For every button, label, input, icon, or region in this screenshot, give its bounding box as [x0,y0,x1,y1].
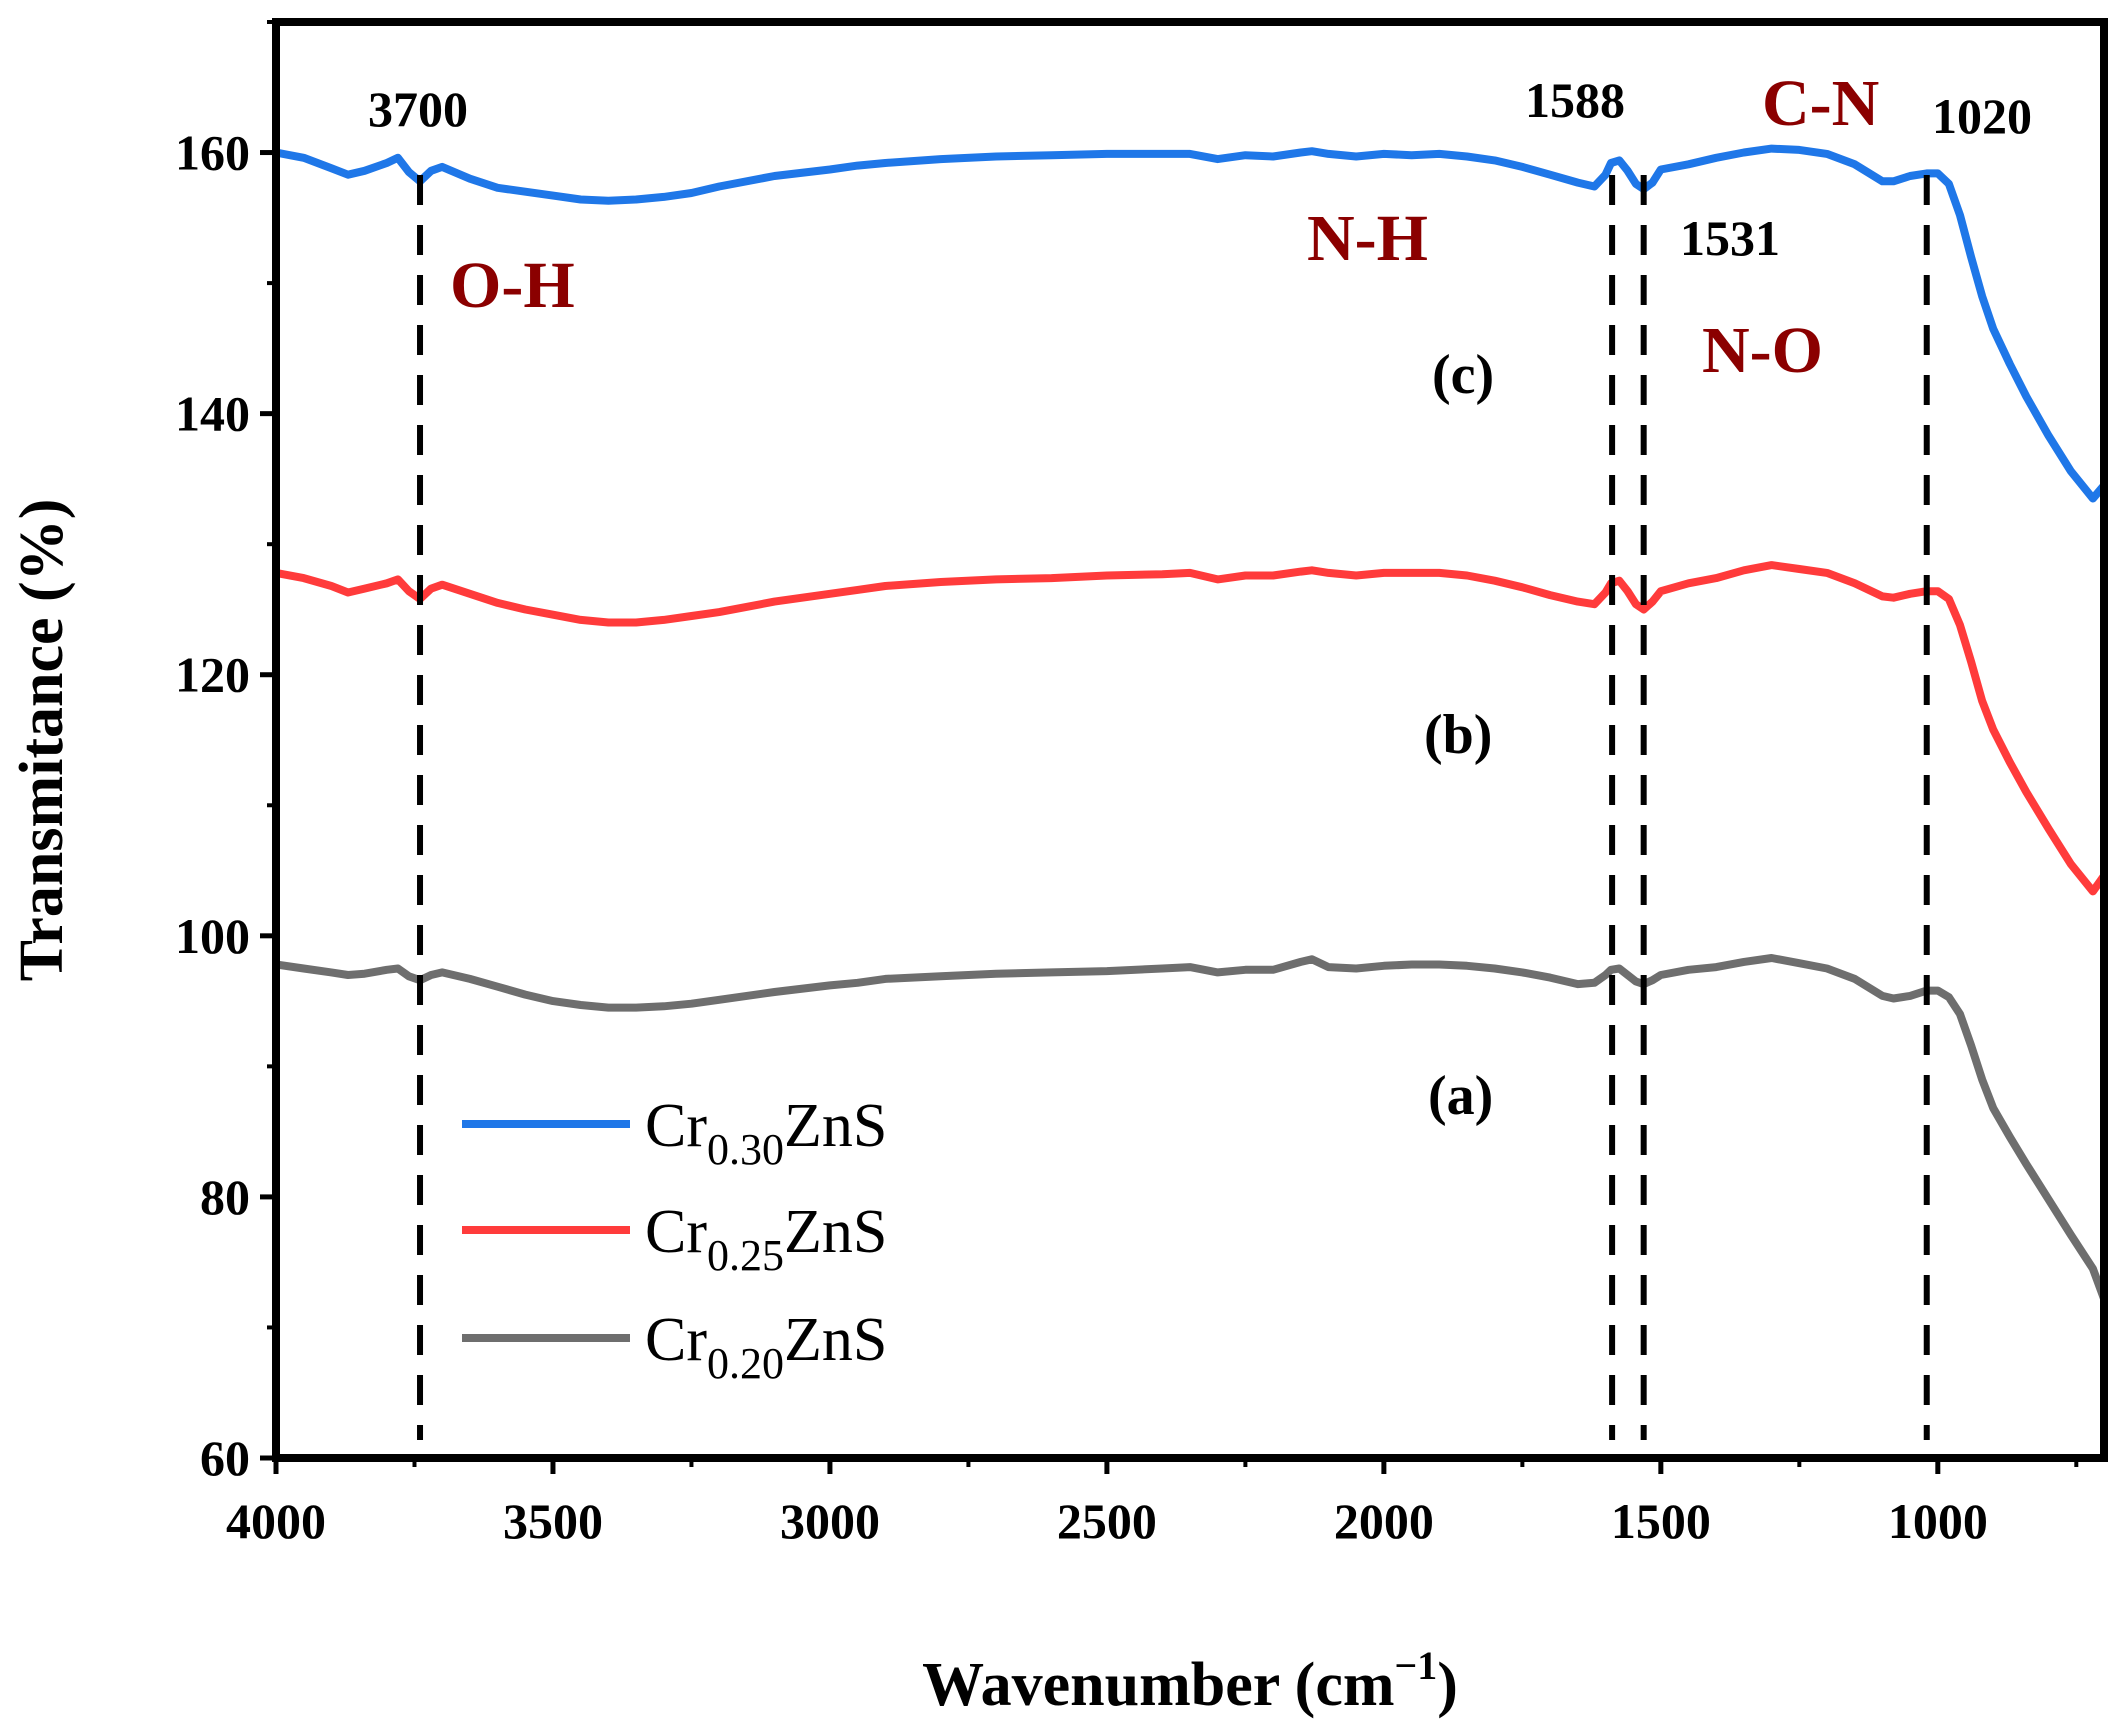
y-tick-label-3: 120 [175,647,250,703]
y-axis-title: Transmitance (%) [8,499,76,982]
legend-label-cr020: Cr0.20ZnS [645,1306,887,1388]
curve-label-a: (a) [1428,1065,1493,1127]
plot-frame [272,18,2108,1462]
series-line-1 [276,561,2104,896]
x-tick-label-3: 2500 [1057,1493,1157,1549]
y-tick-label-0: 60 [200,1430,250,1486]
series-line-0 [276,144,2104,503]
curve-label-c: (c) [1432,344,1494,406]
x-tick-label-1: 3500 [503,1493,603,1549]
group-label-nh: N-H [1307,202,1428,275]
x-tick-label-2: 3000 [780,1493,880,1549]
peak-label-1020: 1020 [1932,88,2032,144]
x-axis-title: Wavenumber (cm−1) [922,1643,1458,1719]
x-tick-label-0: 4000 [226,1493,326,1549]
y-tick-label-2: 100 [175,908,250,964]
x-tick-label-4: 2000 [1334,1493,1434,1549]
legend-label-cr025: Cr0.25ZnS [645,1198,887,1280]
y-tick-label-5: 160 [175,125,250,181]
x-tick-label-6: 1000 [1888,1493,1988,1549]
peak-label-1531: 1531 [1680,210,1780,266]
group-label-cn: C-N [1762,67,1879,140]
legend-label-cr030: Cr0.30ZnS [645,1092,887,1174]
y-tick-label-4: 140 [175,386,250,442]
series-line-2 [276,954,2104,1303]
x-tick-label-5: 1500 [1611,1493,1711,1549]
curve-label-b: (b) [1424,704,1492,766]
peak-label-1588: 1588 [1525,72,1625,128]
y-tick-label-1: 80 [200,1169,250,1225]
peak-label-3700: 3700 [368,81,468,137]
legend: Cr0.30ZnS Cr0.25ZnS Cr0.20ZnS [462,1092,887,1388]
group-label-oh: O-H [450,249,575,322]
group-label-no: N-O [1702,314,1823,387]
